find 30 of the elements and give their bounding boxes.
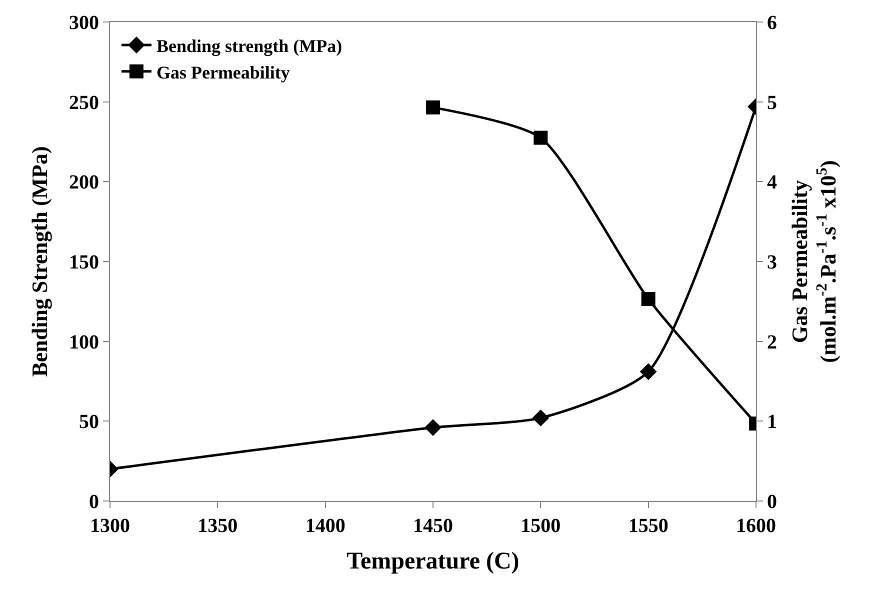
y2-tick-label: 5 [767, 92, 777, 114]
legend-label: Gas Permeability [156, 62, 290, 82]
y-tick-label: 200 [69, 172, 99, 194]
point [424, 419, 442, 436]
y2-tick-label: 3 [767, 252, 777, 274]
y-tick-label: 300 [69, 12, 99, 34]
y-tick-label: 150 [69, 252, 99, 274]
x-tick-label: 1500 [520, 515, 561, 537]
x-tick-label: 1350 [198, 515, 238, 537]
point [534, 130, 548, 145]
x-tick-label: 1400 [305, 515, 346, 537]
y2-tick-label: 2 [767, 331, 777, 354]
x-tick-label: 1550 [628, 515, 668, 537]
y-tick-label: 0 [89, 491, 99, 513]
y-axis-title: Bending Strength (MPa) [26, 146, 52, 377]
y2-tick-label: 0 [767, 491, 777, 513]
y2-tick-label: 4 [767, 172, 777, 194]
y2-tick-label: 6 [767, 12, 777, 34]
x-axis-title: Temperature (C) [346, 548, 520, 574]
x-tick-label: 1300 [90, 515, 130, 537]
point [532, 410, 550, 426]
y2-tick-label: 1 [767, 411, 777, 434]
x-tick-label: 1450 [413, 515, 453, 537]
point [641, 292, 656, 306]
x-tick-label: 1600 [736, 515, 776, 537]
legend-label: Bending strength (MPa) [156, 36, 342, 56]
y-tick-label: 100 [69, 331, 99, 354]
point [426, 100, 440, 114]
y-tick-label: 50 [79, 411, 99, 434]
y-tick-label: 250 [69, 92, 99, 114]
